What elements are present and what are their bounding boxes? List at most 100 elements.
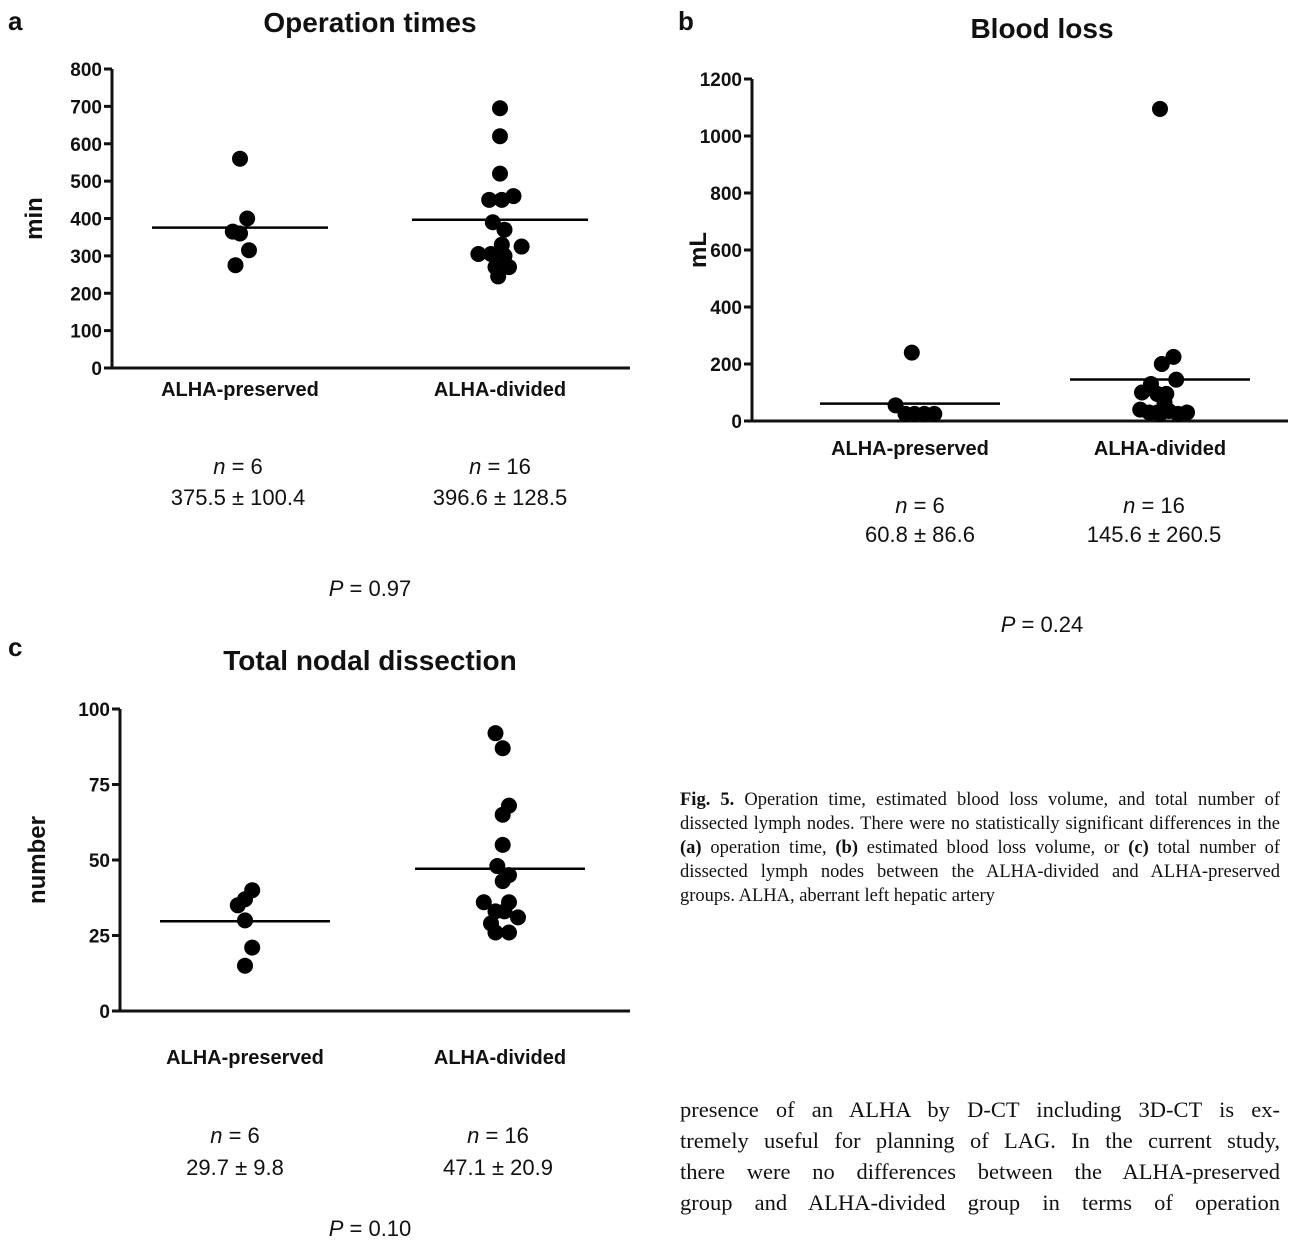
group-summary: 396.6 ± 128.5: [433, 485, 567, 510]
chart-title: Total nodal dissection: [223, 645, 517, 676]
p-value: P = 0.10: [329, 1216, 412, 1241]
y-axis-label: mL: [685, 232, 712, 268]
group-n-label: n = 6: [895, 493, 945, 518]
body-paragraph: presence of an ALHA by D-CT including 3D…: [680, 1094, 1280, 1218]
p-symbol: P: [1001, 612, 1016, 637]
data-point: [501, 259, 517, 276]
data-point: [244, 882, 261, 899]
panel-letter: a: [8, 6, 23, 36]
data-point: [494, 740, 511, 757]
body-line: group and ALHA-divided group in terms of…: [680, 1190, 1280, 1215]
y-tick-label: 300: [70, 247, 102, 268]
data-point: [483, 246, 499, 263]
y-tick-label: 1200: [700, 70, 742, 91]
y-tick-label: 600: [70, 135, 102, 156]
n-value: = 16: [1135, 493, 1185, 518]
x-category-label: ALHA-preserved: [161, 379, 319, 401]
x-category-label: ALHA-divided: [1094, 438, 1226, 460]
p-symbol: P: [329, 576, 344, 601]
data-point: [484, 214, 501, 231]
y-tick-label: 100: [70, 322, 102, 343]
y-tick-label: 50: [89, 851, 110, 872]
chart-blood-loss: b Blood loss 0 200 400 600 800 1000 1200 mL ALHA-p…: [678, 6, 1288, 637]
data-point: [237, 957, 253, 974]
data-point: [492, 165, 508, 182]
caption-text-2: operation time,: [701, 838, 836, 858]
figure-caption: Fig. 5. Operation time, estimated blood …: [680, 788, 1280, 908]
chart-operation-times: a Operation times 0 100 200 300 400 500 600 700 80…: [8, 6, 630, 601]
y-tick-label: 200: [70, 284, 102, 305]
data-point: [239, 210, 256, 227]
data-point: [490, 268, 507, 285]
y-axis-label: min: [21, 197, 48, 240]
chart-title: Operation times: [263, 7, 476, 38]
data-point: [1153, 356, 1170, 372]
n-value: = 6: [907, 493, 944, 518]
data-point: [232, 150, 248, 167]
data-point: [513, 238, 530, 255]
y-tick-label: 75: [89, 776, 111, 797]
y-tick-label: 0: [99, 1002, 110, 1023]
n-symbol: n: [213, 454, 225, 479]
body-line: there were no differences between the AL…: [680, 1159, 1280, 1184]
group-summary: 29.7 ± 9.8: [186, 1155, 284, 1180]
data-point: [501, 924, 517, 941]
y-axis-label: number: [24, 816, 51, 904]
data-point: [487, 924, 504, 941]
group-summary: 145.6 ± 260.5: [1087, 522, 1221, 547]
y-tick-label: 400: [710, 298, 742, 319]
y-tick-label: 100: [78, 700, 110, 721]
body-line: presence of an ALHA by D-CT including 3D…: [680, 1097, 1280, 1122]
chart-title: Blood loss: [970, 13, 1113, 44]
caption-ref-a: (a): [680, 838, 702, 858]
data-point: [492, 100, 508, 117]
n-value: = 6: [225, 454, 262, 479]
data-point: [232, 225, 248, 242]
group-summary: 60.8 ± 86.6: [865, 522, 975, 547]
y-tick-label: 25: [89, 927, 111, 948]
data-point: [241, 242, 257, 259]
data-point: [494, 806, 511, 823]
x-category-label: ALHA-preserved: [831, 438, 989, 460]
y-tick-label: 500: [70, 172, 102, 193]
group-n-label: n = 16: [467, 1123, 529, 1148]
data-point: [501, 894, 517, 911]
data-point: [1152, 100, 1168, 117]
n-value: = 16: [479, 1123, 529, 1148]
n-symbol: n: [469, 454, 481, 479]
p-value-number: = 0.97: [343, 576, 411, 601]
p-value-number: = 0.10: [343, 1216, 411, 1241]
data-point: [1179, 404, 1195, 421]
group-n-label: n = 6: [210, 1123, 260, 1148]
n-value: = 16: [481, 454, 531, 479]
data-point: [493, 236, 510, 253]
p-symbol: P: [329, 1216, 344, 1241]
y-tick-label: 800: [70, 60, 102, 81]
group-summary: 375.5 ± 100.4: [171, 485, 305, 510]
p-value-number: = 0.24: [1015, 612, 1083, 637]
n-symbol: n: [895, 493, 907, 518]
data-point: [510, 909, 526, 926]
x-category-label: ALHA-divided: [434, 379, 566, 401]
data-point: [475, 894, 492, 911]
n-value: = 6: [222, 1123, 259, 1148]
group-summary: 47.1 ± 20.9: [443, 1155, 553, 1180]
group-n-label: n = 16: [469, 454, 531, 479]
y-tick-label: 700: [70, 97, 102, 118]
n-symbol: n: [210, 1123, 222, 1148]
caption-ref-c: (c): [1128, 838, 1149, 858]
n-symbol: n: [1123, 493, 1135, 518]
data-point: [489, 858, 506, 875]
y-tick-label: 0: [731, 412, 742, 433]
data-point: [496, 221, 513, 238]
data-point: [481, 191, 498, 208]
group-n-label: n = 16: [1123, 493, 1185, 518]
y-tick-label: 200: [710, 355, 742, 376]
data-point: [1152, 405, 1168, 422]
caption-text-1: Operation time, estimated blood loss vol…: [680, 790, 1280, 834]
n-symbol: n: [467, 1123, 479, 1148]
data-point: [227, 257, 244, 274]
panel-letter: c: [8, 632, 22, 662]
data-point: [1165, 348, 1182, 365]
data-point: [470, 246, 487, 263]
